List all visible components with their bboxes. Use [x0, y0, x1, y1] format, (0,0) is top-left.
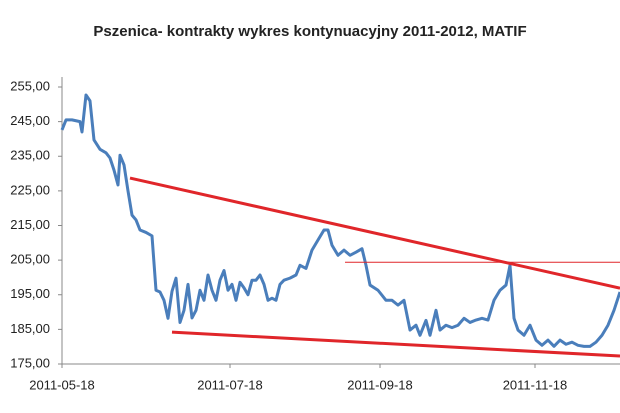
chart-title: Pszenica- kontrakty wykres kontynuacyjny… — [93, 23, 526, 40]
y-tick-label: 175,00 — [10, 355, 50, 370]
y-tick-label: 205,00 — [10, 252, 50, 267]
line-series — [60, 93, 620, 348]
y-tick-label: 245,00 — [10, 113, 50, 128]
line-series — [171, 330, 620, 358]
y-tick-label: 225,00 — [10, 182, 50, 197]
x-tick-label: 2011-05-18 — [29, 377, 95, 392]
x-tick-label: 2011-07-18 — [197, 377, 263, 392]
y-tick-label: 235,00 — [10, 148, 50, 163]
x-tick-label: 2011-11-18 — [503, 377, 568, 392]
y-tick-label: 195,00 — [10, 286, 50, 301]
y-tick-label: 255,00 — [10, 78, 50, 93]
y-tick-label: 215,00 — [10, 217, 50, 232]
y-tick-label: 185,00 — [10, 321, 50, 336]
x-tick-label: 2011-09-18 — [347, 377, 413, 392]
line-series — [129, 176, 620, 290]
